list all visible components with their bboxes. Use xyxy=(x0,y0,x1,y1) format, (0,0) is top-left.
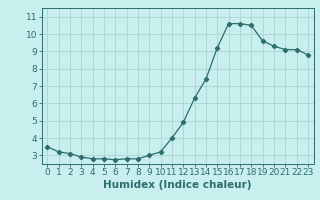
X-axis label: Humidex (Indice chaleur): Humidex (Indice chaleur) xyxy=(103,180,252,190)
